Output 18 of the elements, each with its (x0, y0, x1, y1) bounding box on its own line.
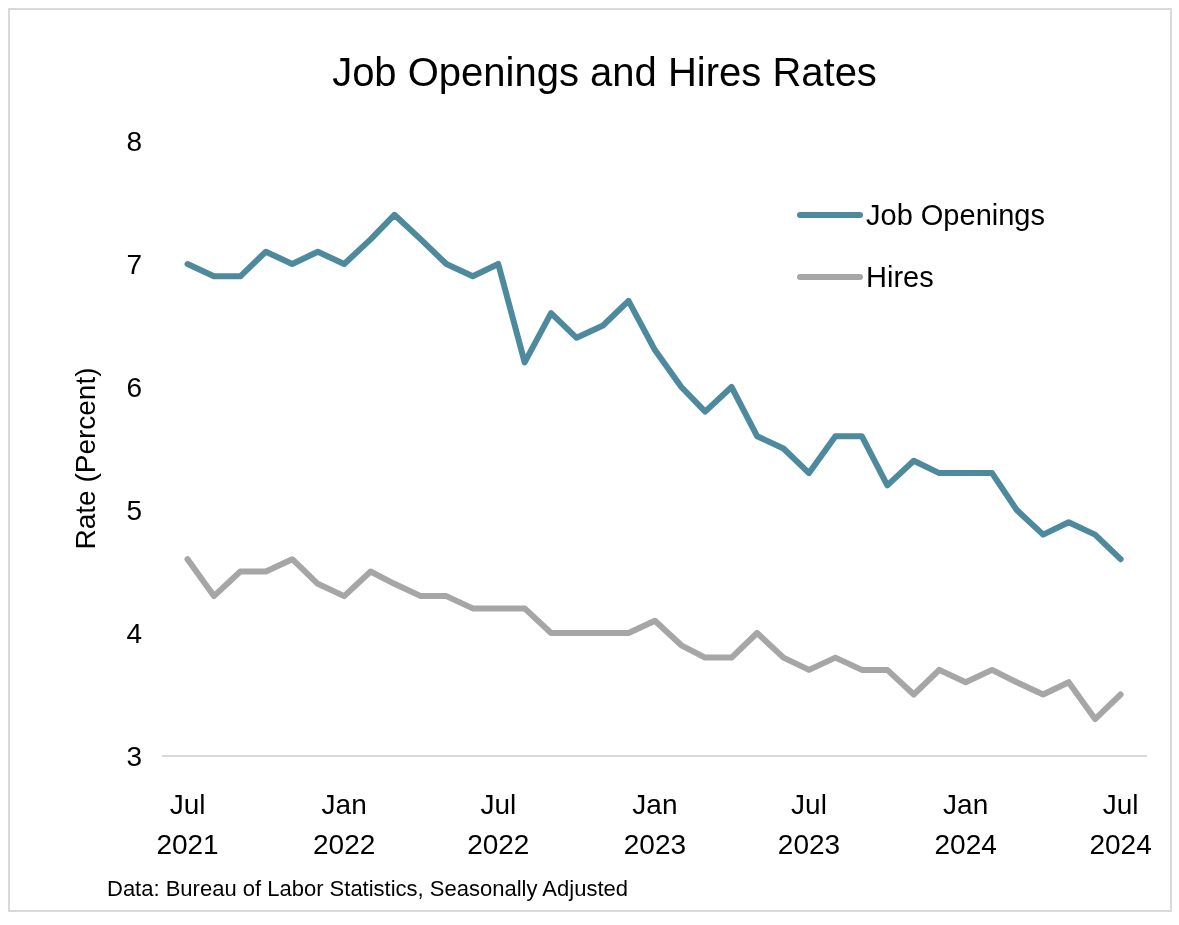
x-tick-label: Jul 2021 (156, 789, 219, 860)
x-tick-label: Jul 2023 (777, 789, 841, 860)
y-tick-label: 7 (126, 248, 142, 280)
x-tick-label: Jan 2022 (313, 789, 376, 860)
chart-title: Job Openings and Hires Rates (332, 50, 877, 94)
y-axis-title: Rate (Percent) (70, 367, 101, 550)
y-tick-label: 4 (126, 617, 142, 649)
y-tick-label: 3 (126, 740, 142, 772)
x-tick-label: Jan 2024 (934, 789, 997, 860)
x-tick-label: Jul 2022 (467, 789, 530, 860)
legend-label: Hires (866, 261, 934, 293)
y-tick-label: 5 (126, 494, 142, 526)
y-tick-label: 6 (126, 371, 142, 403)
text: Data: Bureau of Labor Statistics, Seasonally Adjusted (107, 876, 628, 901)
x-tick-label: Jul 2024 (1089, 789, 1152, 860)
x-tick-label: Jan 2023 (623, 789, 687, 860)
legend-label: Job Openings (866, 199, 1045, 231)
y-tick-label: 8 (126, 125, 142, 157)
